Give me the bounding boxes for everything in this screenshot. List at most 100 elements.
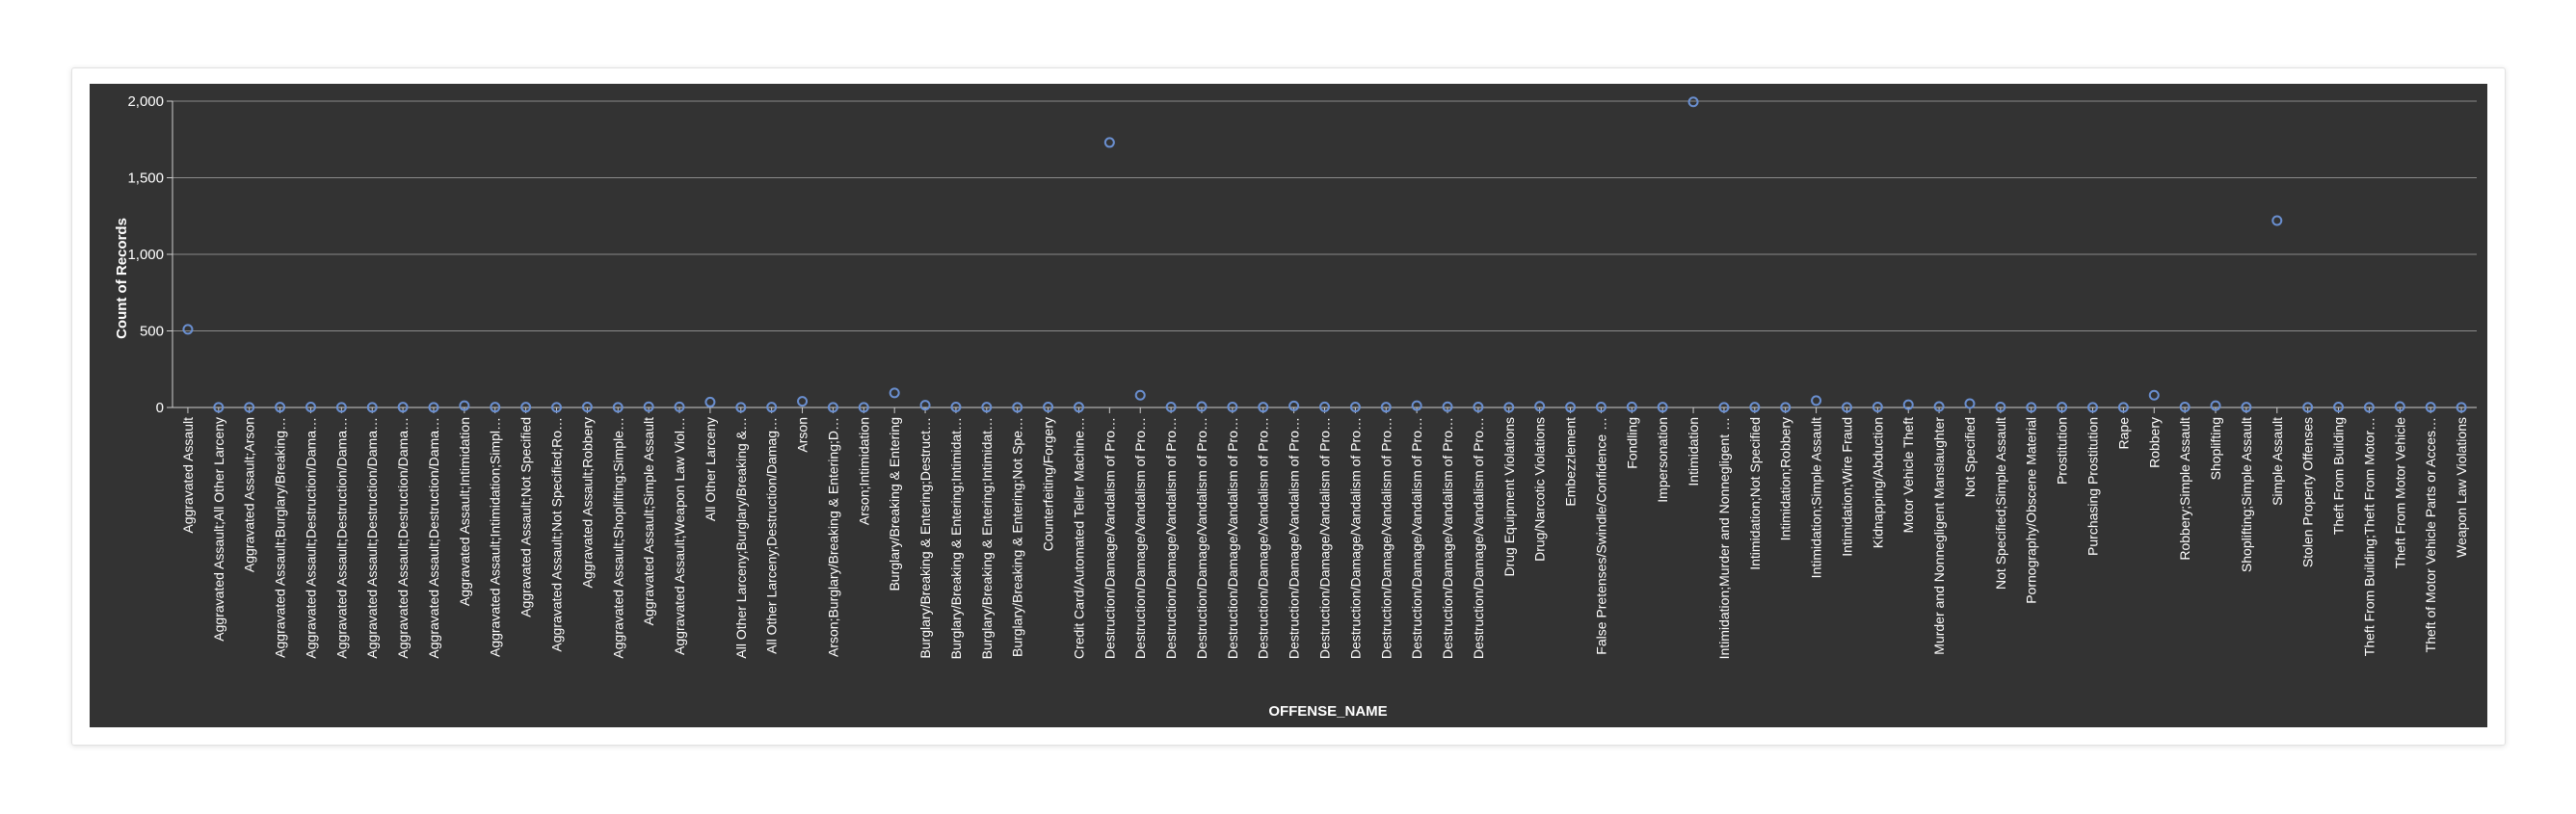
data-point[interactable] — [2302, 402, 2314, 413]
x-tick-label: Stolen Property Offenses — [2300, 417, 2316, 567]
data-point[interactable] — [2026, 402, 2037, 413]
x-tick-label: Shoplifting — [2208, 417, 2223, 480]
x-tick-label: Burglary/Breaking & Entering — [887, 417, 902, 591]
data-point[interactable] — [889, 387, 900, 399]
x-tick-label: Destruction/Damage/Vandalism of Pro… — [1471, 417, 1486, 659]
x-tick-label: Theft of Motor Vehicle Parts or Acces… — [2423, 417, 2438, 652]
data-point[interactable] — [2241, 402, 2252, 413]
data-point[interactable] — [1687, 96, 1699, 108]
x-tick-label: Impersonation — [1655, 417, 1670, 503]
x-tick-label: Aggravated Assault;Arson — [242, 417, 257, 572]
data-point[interactable] — [2456, 402, 2467, 413]
data-point[interactable] — [1134, 389, 1146, 401]
data-point[interactable] — [766, 402, 778, 413]
data-point[interactable] — [1012, 402, 1023, 413]
data-point[interactable] — [1933, 401, 1945, 412]
data-point[interactable] — [2333, 402, 2345, 413]
data-point[interactable] — [827, 402, 838, 413]
data-point[interactable] — [335, 402, 347, 413]
y-tick-label: 2,000 — [127, 93, 164, 110]
data-point[interactable] — [2057, 402, 2068, 413]
data-point[interactable] — [950, 402, 962, 413]
data-point[interactable] — [1043, 402, 1054, 413]
x-tick-label: All Other Larceny;Burglary/Breaking &… — [733, 417, 749, 659]
data-point[interactable] — [1841, 402, 1852, 413]
data-point[interactable] — [490, 402, 501, 413]
data-point[interactable] — [459, 400, 470, 411]
data-point[interactable] — [2394, 401, 2405, 412]
x-tick-label: Intimidation;Robbery — [1778, 417, 1793, 540]
data-point[interactable] — [1288, 400, 1300, 411]
x-tick-label: Aggravated Assault — [180, 417, 196, 534]
data-point[interactable] — [735, 402, 747, 413]
data-point[interactable] — [1442, 401, 1453, 412]
data-point[interactable] — [919, 400, 931, 411]
x-tick-label: Destruction/Damage/Vandalism of Pro… — [1163, 417, 1179, 659]
data-point[interactable] — [213, 402, 225, 413]
data-point[interactable] — [1718, 402, 1730, 413]
data-point[interactable] — [858, 402, 869, 413]
data-point[interactable] — [2087, 402, 2098, 413]
data-point[interactable] — [520, 402, 532, 413]
data-point[interactable] — [704, 396, 716, 407]
data-point[interactable] — [2117, 402, 2129, 413]
x-tick-label: Embezzlement — [1563, 417, 1579, 507]
data-point[interactable] — [275, 402, 286, 413]
data-point[interactable] — [366, 402, 378, 413]
data-point[interactable] — [1319, 401, 1330, 412]
data-point[interactable] — [1534, 401, 1546, 412]
data-point[interactable] — [1380, 402, 1392, 413]
data-point[interactable] — [1657, 402, 1668, 413]
data-point[interactable] — [1626, 401, 1637, 412]
data-point[interactable] — [1780, 402, 1792, 413]
data-point[interactable] — [581, 402, 593, 413]
x-tick-label: Arson;Intimidation — [856, 417, 871, 525]
x-tick-label: Destruction/Damage/Vandalism of Pro… — [1347, 417, 1363, 659]
data-point[interactable] — [1964, 398, 1976, 409]
data-point[interactable] — [2210, 400, 2221, 411]
data-point[interactable] — [2179, 402, 2191, 413]
data-point[interactable] — [981, 402, 993, 413]
data-point[interactable] — [2363, 402, 2375, 413]
data-point[interactable] — [1902, 399, 1914, 410]
data-point[interactable] — [674, 401, 685, 412]
data-point[interactable] — [1165, 402, 1177, 413]
data-point[interactable] — [397, 402, 409, 413]
data-point[interactable] — [305, 402, 316, 413]
data-point[interactable] — [643, 401, 654, 412]
chart-card: 0 500 1,000 1,500 2,000 Aggravated Assault Ag… — [71, 67, 2506, 746]
x-tick-label: Fondling — [1624, 417, 1639, 469]
x-tick-label: Destruction/Damage/Vandalism of Pro… — [1378, 417, 1394, 659]
data-point[interactable] — [1227, 402, 1238, 413]
data-point[interactable] — [1749, 402, 1761, 413]
data-point[interactable] — [1872, 402, 1883, 413]
data-point[interactable] — [2425, 402, 2436, 413]
data-point[interactable] — [1565, 402, 1577, 413]
y-tick-label: 0 — [156, 400, 164, 416]
data-point[interactable] — [1103, 137, 1115, 148]
data-point[interactable] — [182, 324, 194, 335]
data-point[interactable] — [244, 402, 255, 413]
data-point[interactable] — [1073, 402, 1084, 413]
data-point[interactable] — [1196, 401, 1208, 412]
data-point[interactable] — [612, 402, 624, 413]
data-point[interactable] — [2148, 389, 2160, 401]
data-point[interactable] — [1503, 402, 1515, 413]
data-point[interactable] — [551, 402, 562, 413]
data-point[interactable] — [1349, 402, 1361, 413]
data-point[interactable] — [1811, 395, 1822, 407]
x-tick-label: Aggravated Assault;Weapon Law Viol… — [672, 417, 687, 655]
data-point[interactable] — [797, 396, 809, 407]
x-tick-label: Theft From Motor Vehicle — [2392, 417, 2407, 568]
data-point[interactable] — [1473, 402, 1484, 413]
data-point[interactable] — [1595, 402, 1607, 413]
data-point[interactable] — [1411, 400, 1422, 411]
x-tick-label: Prostitution — [2055, 417, 2070, 485]
data-point[interactable] — [1258, 402, 1269, 413]
x-tick-label: Kidnapping/Abduction — [1870, 417, 1885, 548]
data-point[interactable] — [1995, 402, 2006, 413]
x-tick-label: Aggravated Assault;All Other Larceny — [211, 417, 226, 642]
data-point[interactable] — [2271, 215, 2283, 226]
data-point[interactable] — [428, 402, 439, 413]
x-tick-label: Intimidation — [1686, 417, 1701, 486]
